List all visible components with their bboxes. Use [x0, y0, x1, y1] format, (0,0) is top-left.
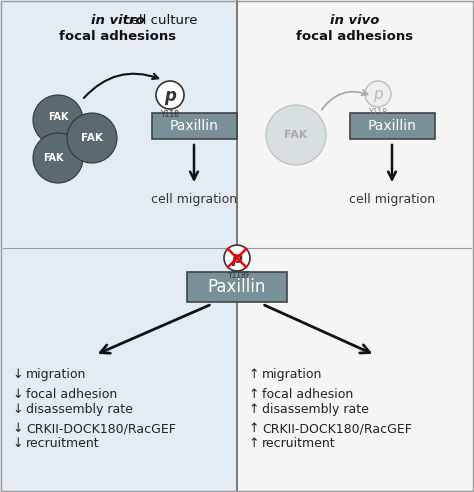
Text: ↑: ↑ [248, 422, 258, 435]
Circle shape [266, 105, 326, 165]
Circle shape [365, 81, 391, 107]
Text: ↑: ↑ [248, 388, 258, 401]
Circle shape [224, 245, 250, 271]
Text: cell migration: cell migration [349, 193, 435, 206]
Text: ↓: ↓ [12, 368, 22, 381]
Text: Y118: Y118 [369, 108, 387, 117]
Text: Y118: Y118 [161, 110, 180, 119]
Text: focal adhesion: focal adhesion [262, 388, 353, 401]
Circle shape [67, 113, 117, 163]
Bar [237, 0, 474, 492]
Text: ↓: ↓ [12, 422, 22, 435]
Text: disassembly rate: disassembly rate [262, 403, 369, 416]
FancyBboxPatch shape [187, 272, 287, 302]
Text: cell migration: cell migration [151, 193, 237, 206]
Circle shape [33, 133, 83, 183]
Text: p: p [232, 251, 242, 267]
FancyBboxPatch shape [152, 113, 237, 139]
Circle shape [33, 95, 83, 145]
Text: ↑: ↑ [248, 437, 258, 450]
Text: ↑: ↑ [248, 368, 258, 381]
Text: ↓: ↓ [12, 388, 22, 401]
Text: FAK: FAK [284, 130, 308, 140]
Text: Paxillin: Paxillin [368, 119, 417, 133]
Text: FAK: FAK [48, 112, 68, 122]
Text: migration: migration [26, 368, 86, 381]
Text: focal adhesions: focal adhesions [59, 30, 176, 43]
Text: Paxillin: Paxillin [170, 119, 219, 133]
Text: recruitment: recruitment [262, 437, 336, 450]
Text: p: p [164, 87, 176, 105]
Text: p: p [373, 88, 383, 102]
Text: ↓: ↓ [12, 437, 22, 450]
Text: FAK: FAK [81, 133, 103, 143]
Bar [0, 0, 237, 492]
Text: migration: migration [262, 368, 322, 381]
FancyBboxPatch shape [350, 113, 435, 139]
Text: cell culture: cell culture [119, 14, 197, 27]
Text: Paxillin: Paxillin [208, 278, 266, 296]
Text: recruitment: recruitment [26, 437, 100, 450]
Text: ↑: ↑ [248, 403, 258, 416]
Text: in vitro: in vitro [91, 14, 145, 27]
Text: ↓: ↓ [12, 403, 22, 416]
Text: CRKII-DOCK180/RacGEF: CRKII-DOCK180/RacGEF [26, 422, 176, 435]
Circle shape [156, 81, 184, 109]
Text: Y118F: Y118F [228, 271, 252, 280]
Text: focal adhesions: focal adhesions [296, 30, 413, 43]
Text: focal adhesion: focal adhesion [26, 388, 117, 401]
Text: CRKII-DOCK180/RacGEF: CRKII-DOCK180/RacGEF [262, 422, 412, 435]
Text: disassembly rate: disassembly rate [26, 403, 133, 416]
Text: FAK: FAK [43, 153, 63, 163]
Text: in vivo: in vivo [330, 14, 380, 27]
